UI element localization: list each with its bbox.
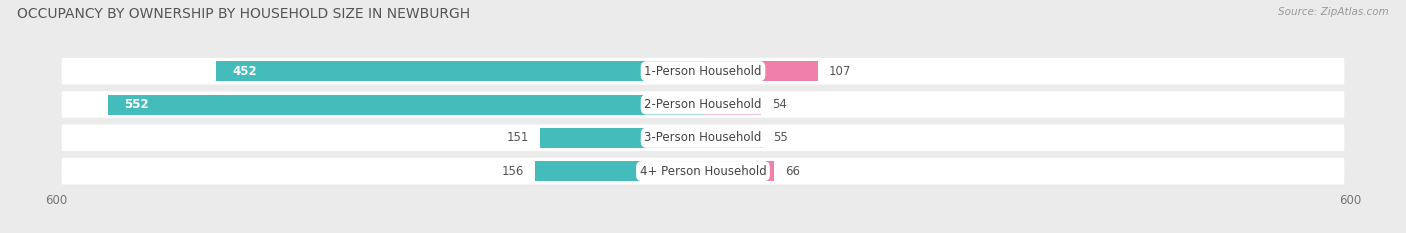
Text: 156: 156 bbox=[502, 164, 524, 178]
Text: OCCUPANCY BY OWNERSHIP BY HOUSEHOLD SIZE IN NEWBURGH: OCCUPANCY BY OWNERSHIP BY HOUSEHOLD SIZE… bbox=[17, 7, 470, 21]
FancyBboxPatch shape bbox=[62, 124, 1344, 151]
Bar bbox=[703, 95, 761, 114]
Text: 1-Person Household: 1-Person Household bbox=[644, 65, 762, 78]
Bar bbox=[108, 95, 703, 114]
FancyBboxPatch shape bbox=[62, 58, 1344, 85]
Bar bbox=[540, 128, 703, 148]
Text: 55: 55 bbox=[773, 131, 787, 144]
Text: 54: 54 bbox=[772, 98, 787, 111]
Text: 3-Person Household: 3-Person Household bbox=[644, 131, 762, 144]
Text: 107: 107 bbox=[830, 65, 852, 78]
Bar bbox=[703, 161, 775, 181]
Text: 2-Person Household: 2-Person Household bbox=[644, 98, 762, 111]
Bar bbox=[703, 61, 818, 81]
Text: 4+ Person Household: 4+ Person Household bbox=[640, 164, 766, 178]
FancyBboxPatch shape bbox=[62, 158, 1344, 184]
Text: Source: ZipAtlas.com: Source: ZipAtlas.com bbox=[1278, 7, 1389, 17]
FancyBboxPatch shape bbox=[62, 91, 1344, 118]
Bar bbox=[703, 128, 762, 148]
Bar bbox=[215, 61, 703, 81]
Text: 452: 452 bbox=[232, 65, 256, 78]
Text: 66: 66 bbox=[785, 164, 800, 178]
Text: 552: 552 bbox=[124, 98, 149, 111]
Bar bbox=[534, 161, 703, 181]
Text: 151: 151 bbox=[508, 131, 530, 144]
